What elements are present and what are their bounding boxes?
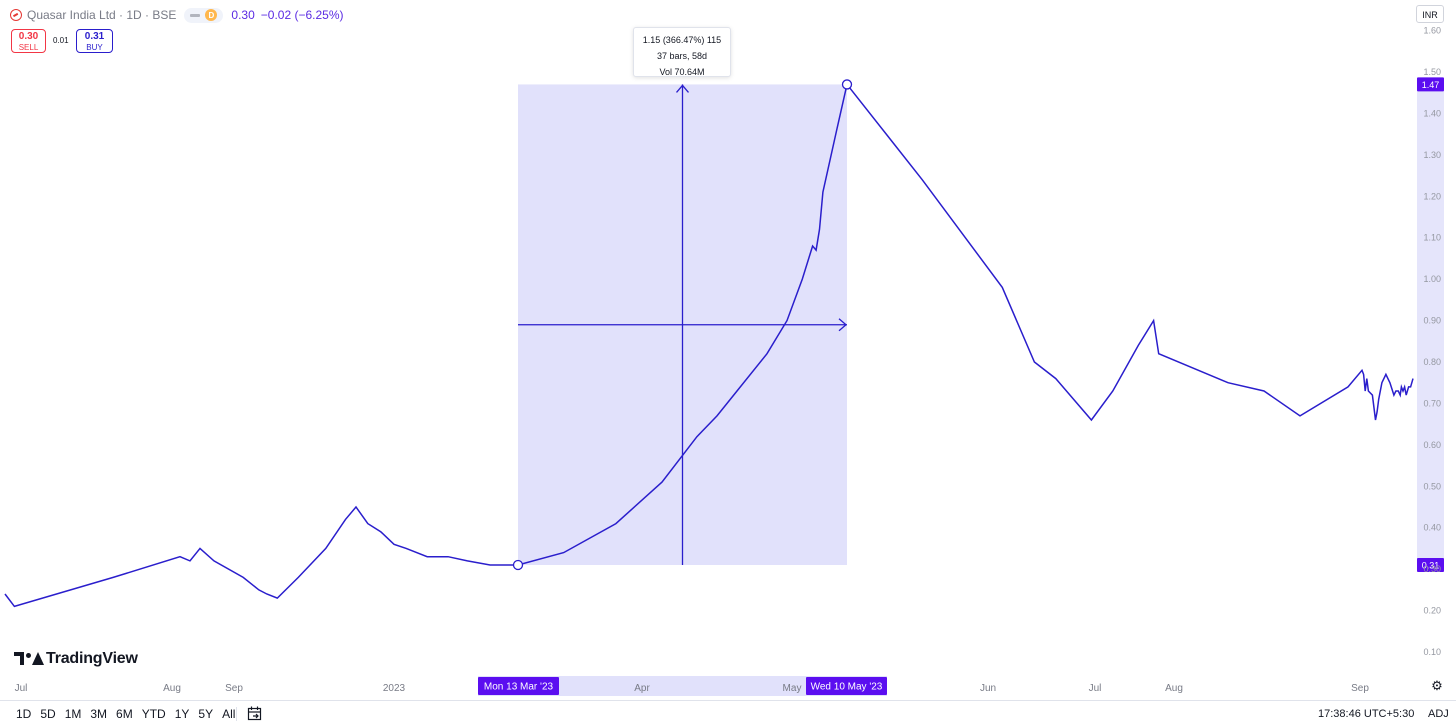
- price-axis: 0.10 0.20 0.30 0.40 0.50 0.60 0.70 0.80 0.90 1.00…: [1423, 26, 1441, 657]
- price-label-high-bg: [1417, 77, 1444, 92]
- brand-name: TradingView: [46, 650, 138, 667]
- sell-button[interactable]: 0.30 SELL: [11, 29, 46, 53]
- range-selector: 1D 5D 1M 3M 6M YTD 1Y 5Y All: [16, 707, 244, 721]
- tradingview-logo[interactable]: TradingView: [14, 648, 138, 670]
- price-tick-label: 1.40: [1423, 108, 1441, 118]
- arrow-up-icon: [676, 84, 689, 93]
- price-tick-label: 1.50: [1423, 67, 1441, 77]
- range-ytd[interactable]: YTD: [141, 707, 166, 721]
- price-chart[interactable]: 1.47 0.31 Mon 13 Mar '23 Wed 10 May '23 0.1…: [0, 0, 1456, 700]
- company-logo-icon: [10, 9, 22, 21]
- measure-bars: 37 bars, 58d: [656, 51, 708, 61]
- range-all[interactable]: All: [222, 707, 236, 721]
- range-5y[interactable]: 5Y: [198, 707, 214, 721]
- time-tick-label: Apr: [634, 683, 650, 694]
- time-tick-label: Aug: [163, 683, 181, 694]
- currency-button[interactable]: INR: [1416, 5, 1444, 23]
- range-1y[interactable]: 1Y: [174, 707, 190, 721]
- price-tick-label: 0.70: [1423, 398, 1441, 408]
- date-label-start-bg: [478, 677, 559, 695]
- bottom-toolbar: 1D 5D 1M 3M 6M YTD 1Y 5Y All 17:38:46 UTC+5:30 A…: [0, 700, 1456, 726]
- measure-volume: Vol 70.64M: [659, 67, 705, 77]
- price-tick-label: 0.80: [1423, 357, 1441, 367]
- range-3m[interactable]: 3M: [90, 707, 108, 721]
- price-tick-label: 0.90: [1423, 316, 1441, 326]
- price-label-low: 0.31: [1422, 561, 1440, 571]
- price-tick-label: 0.20: [1423, 606, 1441, 616]
- date-label-end: Wed 10 May '23: [811, 682, 883, 693]
- arrow-right-icon: [838, 318, 847, 332]
- buy-price: 0.31: [84, 31, 105, 42]
- tradingview-logo-icon: [14, 652, 44, 666]
- data-badge: D: [205, 9, 218, 21]
- measure-end-point: [841, 79, 853, 90]
- visibility-toggle[interactable]: D: [184, 7, 224, 23]
- symbol-header[interactable]: Quasar India Ltd · 1D · BSE D 0.30 −0.02…: [10, 6, 344, 24]
- buy-button[interactable]: 0.31 BUY: [76, 29, 113, 53]
- date-label-start: Mon 13 Mar '23: [484, 682, 554, 693]
- symbol-title[interactable]: Quasar India Ltd · 1D · BSE: [27, 8, 177, 22]
- time-axis: Jul Aug Sep 2023 Apr May Jun Jul Aug Sep: [15, 683, 1370, 694]
- range-5d[interactable]: 5D: [40, 707, 56, 721]
- time-tick-label: Jun: [980, 683, 996, 694]
- price-tick-label: 0.10: [1423, 647, 1441, 657]
- price-tick-label: 1.20: [1423, 191, 1441, 201]
- price-tick-label: 1.00: [1423, 274, 1441, 284]
- price-change: −0.02 (−6.25%): [260, 8, 344, 22]
- sell-label: SELL: [18, 43, 39, 52]
- range-6m[interactable]: 6M: [116, 707, 133, 721]
- time-tick-label: Aug: [1165, 683, 1183, 694]
- calendar-goto-icon[interactable]: [247, 706, 263, 721]
- price-tick-label: 0.30: [1423, 564, 1441, 574]
- last-price: 0.30: [231, 8, 255, 22]
- price-tick-label: 1.30: [1423, 150, 1441, 160]
- time-tick-label: Sep: [225, 683, 243, 694]
- price-tick-label: 0.60: [1423, 440, 1441, 450]
- clock[interactable]: 17:38:46 UTC+5:30: [1318, 708, 1415, 720]
- time-tick-label: Jul: [15, 683, 28, 694]
- price-tick-label: 1.60: [1423, 26, 1441, 36]
- measure-change: 1.15 (366.47%) 115: [642, 35, 722, 45]
- time-tick-label: 2023: [383, 683, 406, 694]
- time-tick-label: Jul: [1089, 683, 1102, 694]
- time-tick-label: Sep: [1351, 683, 1369, 694]
- date-label-end-bg: [806, 677, 887, 695]
- gear-icon[interactable]: ⚙: [1431, 678, 1443, 693]
- measure-tooltip: 1.15 (366.47%) 115 37 bars, 58d Vol 70.6…: [633, 27, 731, 77]
- price-label-high: 1.47: [1422, 80, 1440, 90]
- adjust-toggle[interactable]: ADJ: [1428, 708, 1449, 720]
- price-axis-highlight: [1417, 84, 1444, 565]
- price-tick-label: 0.40: [1423, 523, 1441, 533]
- eye-icon: [190, 13, 201, 17]
- range-1m[interactable]: 1M: [64, 707, 82, 721]
- price-tick-label: 0.50: [1423, 481, 1441, 491]
- price-line: [4, 82, 1414, 608]
- buy-label: BUY: [86, 43, 103, 52]
- range-1d[interactable]: 1D: [16, 707, 32, 721]
- time-tick-label: May: [783, 683, 802, 694]
- time-axis-highlight: [478, 676, 887, 696]
- spread-value: 0.01: [53, 36, 69, 45]
- toolbar-divider: [236, 707, 237, 721]
- price-tick-label: 1.10: [1423, 233, 1441, 243]
- measure-start-point: [512, 559, 524, 571]
- price-label-low-bg: [1417, 558, 1444, 572]
- sell-price: 0.30: [18, 31, 39, 42]
